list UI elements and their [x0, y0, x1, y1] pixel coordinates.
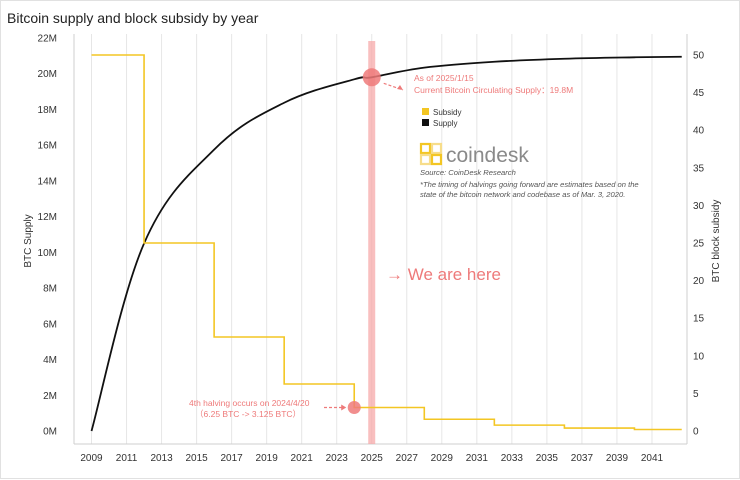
left-tick-4M: 4M — [43, 355, 57, 366]
grid-layer — [73, 34, 688, 445]
source-note: Source: CoinDesk Research — [420, 168, 516, 177]
right-axis-title: BTC block subsidy — [711, 200, 722, 283]
right-tick-50: 50 — [693, 51, 705, 62]
current-supply-marker — [362, 68, 381, 87]
right-tick-15: 15 — [693, 314, 705, 325]
left-tick-20M: 20M — [38, 69, 57, 80]
left-tick-22M: 22M — [38, 34, 57, 45]
left-tick-0M: 0M — [43, 427, 57, 438]
legend: Subsidy Supply — [422, 108, 461, 128]
legend-swatch-subsidy — [422, 108, 429, 115]
right-tick-45: 45 — [693, 88, 705, 99]
x-tick-2039: 2039 — [606, 453, 629, 464]
halving-annotation-date: 4th halving occurs on 2024/4/20 — [189, 398, 310, 408]
right-tick-5: 5 — [693, 389, 699, 400]
halving-annotation-change: （6.25 BTC -> 3.125 BTC） — [195, 409, 301, 419]
x-tick-2009: 2009 — [80, 453, 103, 464]
x-tick-2019: 2019 — [256, 453, 279, 464]
coindesk-logo-icon — [419, 142, 443, 166]
right-tick-25: 25 — [693, 239, 705, 250]
left-tick-14M: 14M — [38, 176, 57, 187]
x-tick-2031: 2031 — [466, 453, 489, 464]
left-tick-18M: 18M — [38, 105, 57, 116]
x-tick-2027: 2027 — [396, 453, 419, 464]
x-tick-2025: 2025 — [361, 453, 384, 464]
right-tick-30: 30 — [693, 201, 705, 212]
current-supply-annotation-date: As of 2025/1/15 — [414, 73, 474, 83]
left-tick-16M: 16M — [38, 141, 57, 152]
x-tick-2017: 2017 — [221, 453, 244, 464]
left-axis-title: BTC Supply — [23, 214, 34, 267]
right-tick-0: 0 — [693, 427, 699, 438]
current-supply-arrowhead — [397, 85, 403, 90]
footnote-line-1: *The timing of halvings going forward ar… — [420, 180, 639, 189]
left-tick-6M: 6M — [43, 319, 57, 330]
legend-label-subsidy: Subsidy — [433, 108, 461, 117]
left-axis-ticks: 0M 2M 4M 6M 8M 10M 12M 14M 16M 18M 20M 22M — [38, 34, 57, 438]
right-tick-10: 10 — [693, 351, 705, 362]
x-tick-2029: 2029 — [431, 453, 454, 464]
x-tick-2013: 2013 — [150, 453, 173, 464]
series-subsidy-line — [91, 54, 682, 431]
halving-marker — [347, 401, 361, 414]
x-tick-2023: 2023 — [326, 453, 349, 464]
x-axis-ticks: 2009 2011 2013 2015 2017 2019 2021 2023 2025 2027… — [80, 453, 663, 464]
halving-arrowhead — [341, 404, 347, 411]
chart-title: Bitcoin supply and block subsidy by year — [7, 10, 259, 26]
x-tick-2037: 2037 — [571, 453, 594, 464]
x-tick-2021: 2021 — [291, 453, 314, 464]
right-tick-20: 20 — [693, 276, 705, 287]
right-tick-40: 40 — [693, 126, 705, 137]
x-tick-2015: 2015 — [185, 453, 208, 464]
left-tick-8M: 8M — [43, 284, 57, 295]
x-tick-2011: 2011 — [116, 453, 138, 464]
annotation-layer — [324, 68, 404, 414]
series-layer — [90, 54, 682, 432]
coindesk-logo: coindesk — [419, 142, 529, 167]
x-tick-2041: 2041 — [641, 453, 664, 464]
left-tick-10M: 10M — [38, 248, 57, 259]
left-tick-2M: 2M — [43, 391, 57, 402]
right-axis-ticks: 0 5 10 15 20 25 30 35 40 45 50 — [693, 51, 705, 438]
x-tick-2035: 2035 — [536, 453, 559, 464]
right-tick-35: 35 — [693, 163, 705, 174]
coindesk-logo-text: coindesk — [446, 144, 529, 167]
we-are-here-label: → We are here — [386, 265, 501, 284]
current-year-highlight-band — [368, 41, 376, 444]
series-supply-line — [90, 55, 682, 432]
legend-swatch-supply — [422, 119, 429, 126]
footnote-line-2: state of the bitcoin network and codebas… — [420, 190, 625, 199]
current-supply-annotation-value: Current Bitcoin Circulating Supply：19.8M — [414, 85, 573, 95]
legend-label-supply: Supply — [433, 119, 457, 128]
x-tick-2033: 2033 — [501, 453, 524, 464]
left-tick-12M: 12M — [38, 212, 57, 223]
